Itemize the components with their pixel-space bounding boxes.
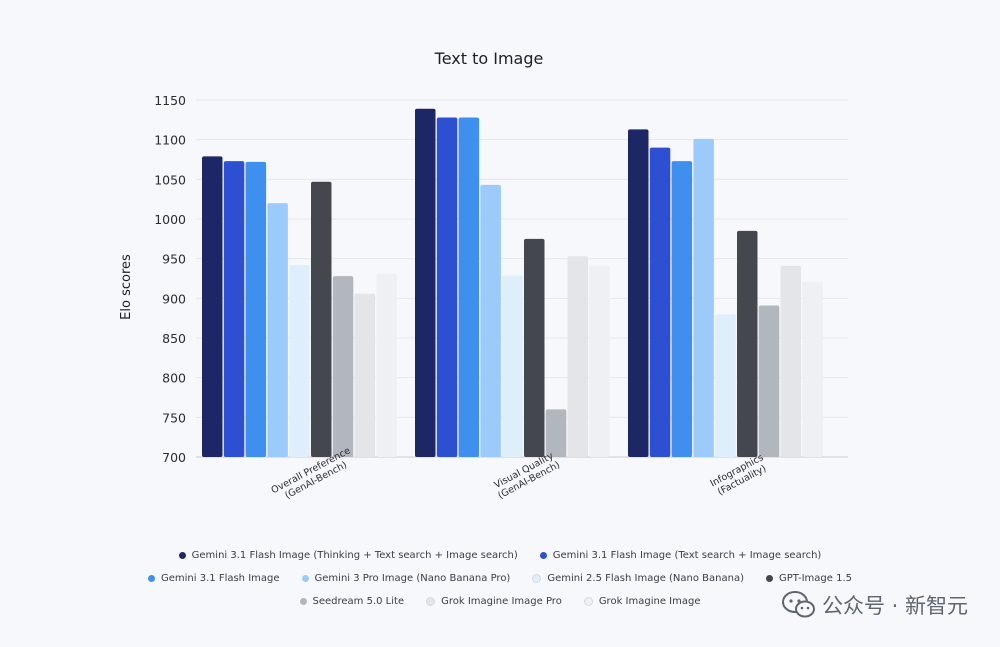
legend-item: Gemini 3.1 Flash Image <box>148 573 280 584</box>
bar <box>354 293 376 457</box>
bar <box>758 305 780 457</box>
bar <box>332 276 354 457</box>
legend-label: Grok Imagine Image <box>598 596 701 607</box>
y-tick-label: 950 <box>162 252 186 267</box>
legend-swatch <box>583 597 593 606</box>
legend-item: Grok Imagine Image <box>583 596 701 607</box>
bar <box>202 156 223 457</box>
legend-label: Gemini 3 Pro Image (Nano Banana Pro) <box>314 573 511 584</box>
bar <box>567 256 589 457</box>
y-axis-label: Elo scores <box>119 254 134 320</box>
legend-label: Grok Imagine Image Pro <box>441 596 562 607</box>
bar <box>671 161 693 457</box>
legend-item: Gemini 2.5 Flash Image (Nano Banana) <box>532 573 744 584</box>
bar <box>780 265 802 457</box>
x-tick-label: Visual Quality(GenAI-Bench) <box>491 450 562 502</box>
bar <box>223 161 245 457</box>
bar <box>245 161 267 457</box>
legend-item: Grok Imagine Image Pro <box>426 596 562 607</box>
x-tick-label: Infographics(Factuality) <box>708 452 770 499</box>
bar <box>628 129 649 457</box>
legend-swatch <box>539 552 547 559</box>
y-tick-label: 850 <box>162 331 186 346</box>
legend-swatch <box>178 552 186 559</box>
bar <box>649 147 671 457</box>
y-tick-label: 900 <box>162 291 186 306</box>
bar <box>415 108 436 457</box>
watermark-text: 公众号 · 新智元 <box>821 594 968 618</box>
bar <box>480 184 501 458</box>
legend-swatch <box>148 575 156 582</box>
legend-row-2: Gemini 3.1 Flash Image Gemini 3 Pro Image… <box>0 573 1000 584</box>
legend-item: Gemini 3 Pro Image (Nano Banana Pro) <box>301 573 511 584</box>
legend-item: GPT-Image 1.5 <box>766 573 852 584</box>
legend-row-1: Gemini 3.1 Flash Image (Thinking + Text … <box>0 550 1000 561</box>
y-tick-label: 1000 <box>154 212 186 227</box>
y-tick-label: 1050 <box>154 172 186 187</box>
legend-swatch <box>766 575 773 582</box>
bar <box>737 230 758 457</box>
legend-swatch <box>426 597 436 606</box>
bar <box>289 265 310 457</box>
bar <box>524 238 545 457</box>
bar <box>376 273 397 457</box>
legend-swatch <box>301 575 309 582</box>
bar <box>311 181 332 458</box>
legend-label: Gemini 2.5 Flash Image (Nano Banana) <box>547 573 744 584</box>
chart-title: Text to Image <box>434 49 544 68</box>
legend-label: Gemini 3.1 Flash Image (Text search + Im… <box>552 550 822 561</box>
legend-row-3: Seedream 5.0 Lite Grok Imagine Image Pro G… <box>0 596 1000 607</box>
bar <box>502 275 523 457</box>
y-tick-label: 700 <box>162 450 186 465</box>
watermark: 公众号 · 新智元 <box>781 590 968 620</box>
bar <box>589 265 610 457</box>
legend-item: Gemini 3.1 Flash Image (Text search + Im… <box>539 550 822 561</box>
legend-label: Gemini 3.1 Flash Image <box>161 573 280 584</box>
legend-label: Gemini 3.1 Flash Image (Thinking + Text … <box>191 550 518 561</box>
y-tick-label: 1100 <box>154 133 186 148</box>
y-tick-label: 800 <box>162 371 186 386</box>
bar <box>436 117 458 457</box>
legend-item: Seedream 5.0 Lite <box>299 596 405 607</box>
legend-label: GPT-Image 1.5 <box>779 573 852 584</box>
bar <box>458 117 480 457</box>
y-tick-label: 750 <box>162 410 186 425</box>
bar <box>267 203 288 457</box>
bar <box>802 281 823 457</box>
wechat-icon <box>781 591 815 618</box>
bar <box>715 314 736 457</box>
legend-item: Gemini 3.1 Flash Image (Thinking + Text … <box>178 550 518 561</box>
legend-swatch <box>532 574 542 583</box>
legend-label: Seedream 5.0 Lite <box>312 596 405 607</box>
legend-swatch <box>299 598 307 605</box>
bar <box>693 138 714 457</box>
bar <box>545 409 567 457</box>
bar-chart: Text to Image Elo scores 700 750 800 850 900… <box>119 49 848 502</box>
y-tick-label: 1150 <box>154 93 186 108</box>
